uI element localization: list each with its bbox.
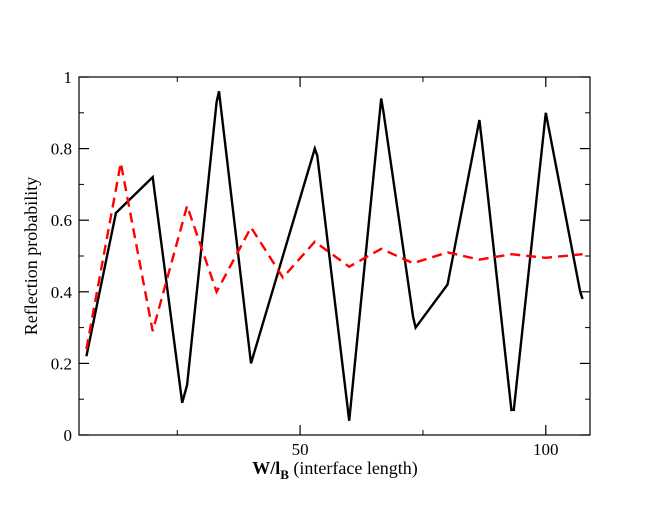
x-axis-label-sub: B <box>280 467 289 482</box>
x-axis-label-rest: (interface length) <box>289 458 418 479</box>
x-axis-label: W/lB (interface length) <box>252 458 418 482</box>
y-tick-label-1: 0.2 <box>51 354 72 373</box>
x-tick-label-0: 50 <box>292 440 309 459</box>
series-line-dashed <box>85 162 583 350</box>
x-tick-label-1: 100 <box>533 440 559 459</box>
y-tick-label-3: 0.6 <box>51 211 72 230</box>
plot-frame <box>78 76 591 436</box>
y-tick-label-2: 0.4 <box>51 283 73 302</box>
tick-labels: 0 0.2 0.4 0.6 0.8 1 50 100 <box>51 68 559 459</box>
series-layer <box>85 91 584 421</box>
y-tick-label-5: 1 <box>64 68 73 87</box>
series-line-solid <box>85 91 584 421</box>
y-tick-label-0: 0 <box>64 426 73 445</box>
x-axis-label-main: W/l <box>252 458 280 478</box>
y-tick-label-4: 0.8 <box>51 140 72 159</box>
y-axis-label: Reflection probability <box>21 177 41 335</box>
